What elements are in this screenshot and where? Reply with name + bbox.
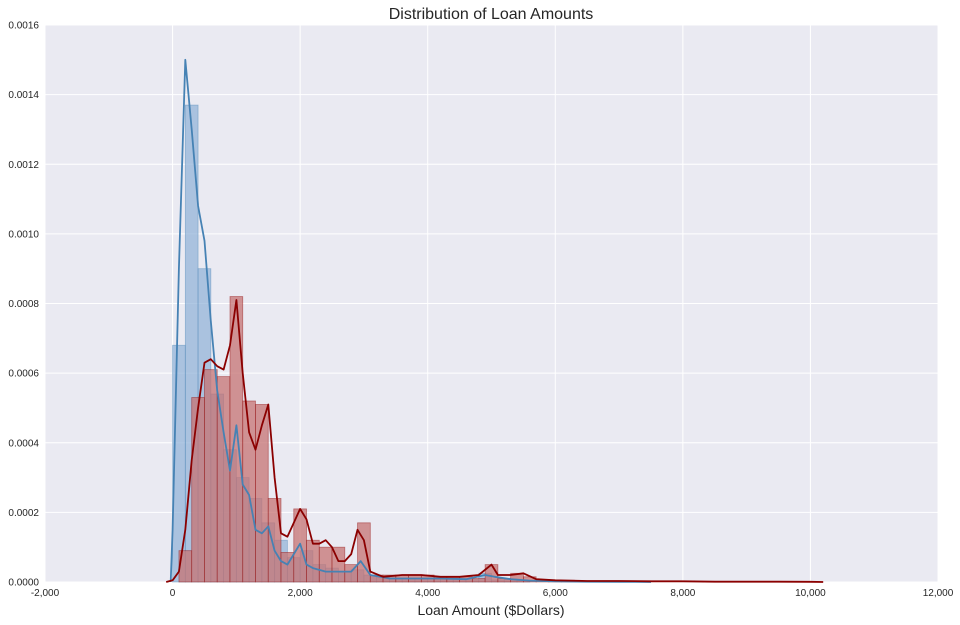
chart-title: Distribution of Loan Amounts bbox=[389, 6, 594, 23]
histogram-bar bbox=[267, 498, 282, 583]
tick-labels: -2,000 0 2,000 4,000 6,000 8,000 10,000 12,000 0… bbox=[8, 21, 953, 600]
y-tick-label: 0.0006 bbox=[8, 369, 39, 380]
x-tick-label: 10,000 bbox=[795, 588, 826, 599]
y-tick-label: 0.0008 bbox=[8, 299, 39, 310]
histogram-bar bbox=[191, 397, 205, 583]
y-tick-label: 0.0002 bbox=[8, 508, 39, 519]
x-tick-label: 12,000 bbox=[923, 588, 954, 599]
y-tick-label: 0.0016 bbox=[8, 21, 39, 32]
y-tick-label: 0.0000 bbox=[8, 578, 39, 589]
x-axis-label: Loan Amount ($Dollars) bbox=[417, 602, 564, 618]
x-tick-label: 8,000 bbox=[670, 588, 695, 599]
x-tick-label: 0 bbox=[170, 588, 176, 599]
histogram-bar bbox=[471, 578, 486, 583]
kde-line bbox=[169, 58, 652, 583]
x-tick-label: 4,000 bbox=[415, 588, 440, 599]
kde-lines bbox=[165, 58, 824, 583]
kde-line bbox=[165, 299, 824, 583]
y-tick-label: 0.0014 bbox=[8, 90, 39, 101]
x-tick-label: -2,000 bbox=[31, 588, 60, 599]
histogram-bar bbox=[306, 539, 320, 583]
histogram-bar bbox=[204, 369, 218, 583]
histogram-bar bbox=[357, 522, 371, 583]
histogram-bar bbox=[255, 404, 269, 583]
histogram-bar bbox=[229, 296, 244, 583]
x-tick-label: 6,000 bbox=[543, 588, 568, 599]
y-tick-label: 0.0012 bbox=[8, 160, 39, 171]
histogram-bar bbox=[318, 546, 333, 583]
y-tick-label: 0.0004 bbox=[8, 438, 39, 449]
x-tick-label: 2,000 bbox=[288, 588, 313, 599]
y-tick-label: 0.0010 bbox=[8, 229, 39, 240]
